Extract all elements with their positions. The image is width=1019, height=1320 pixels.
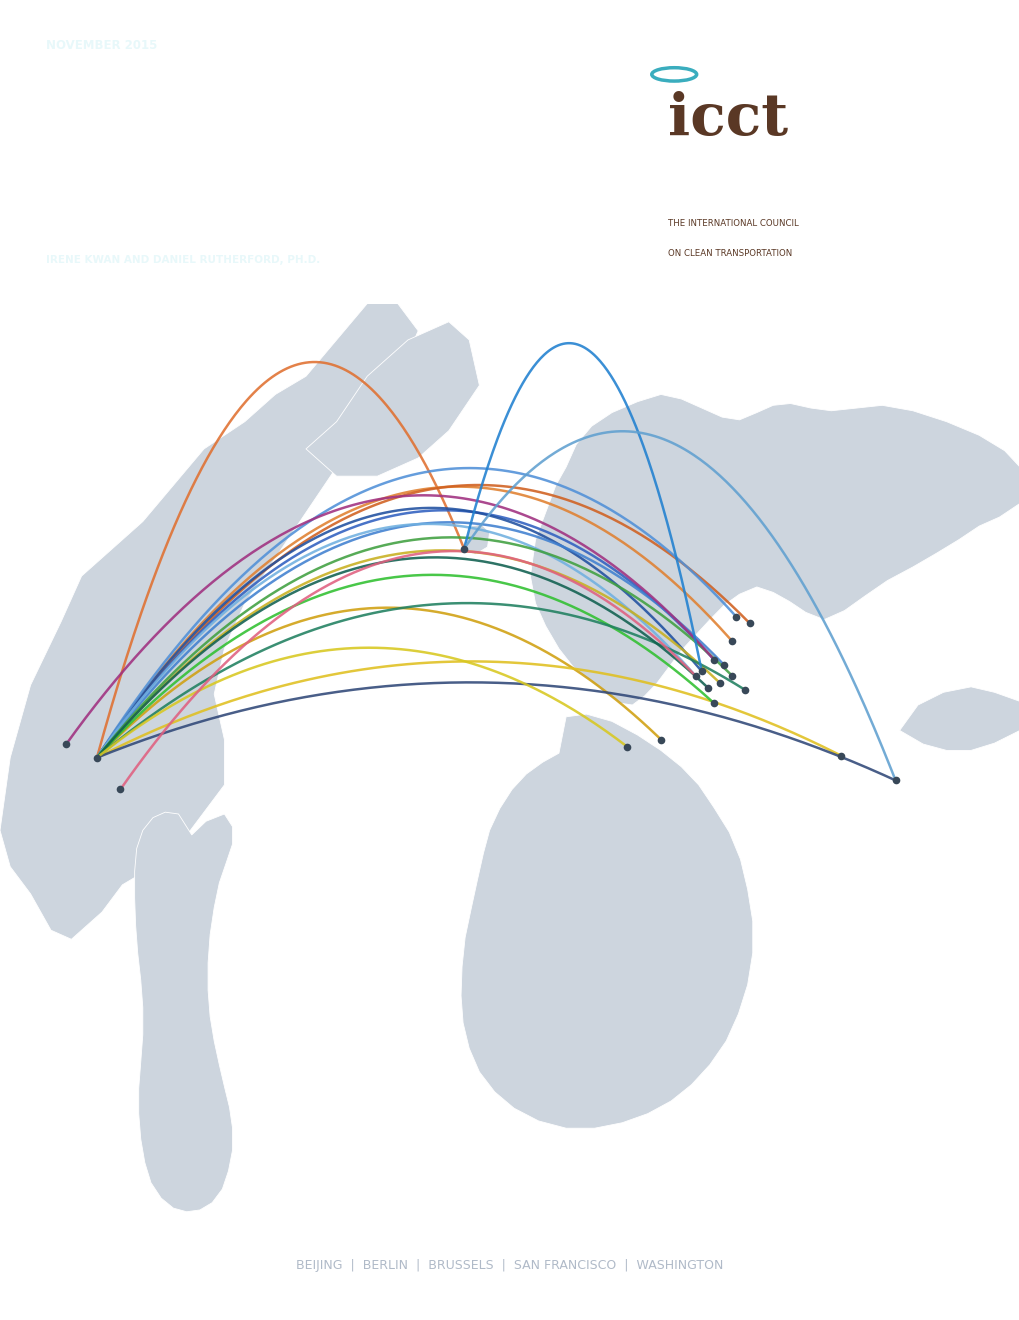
Text: BEIJING  |  BERLIN  |  BRUSSELS  |  SAN FRANCISCO  |  WASHINGTON: BEIJING | BERLIN | BRUSSELS | SAN FRANCI… — [297, 1259, 722, 1272]
Text: icct: icct — [667, 91, 788, 147]
Text: TRANSATLANTIC AIRLINE FUEL: TRANSATLANTIC AIRLINE FUEL — [46, 84, 553, 117]
Text: THE INTERNATIONAL COUNCIL: THE INTERNATIONAL COUNCIL — [667, 219, 798, 227]
Text: IRENE KWAN AND DANIEL RUTHERFORD, PH.D.: IRENE KWAN AND DANIEL RUTHERFORD, PH.D. — [46, 255, 320, 265]
Text: NOVEMBER 2015: NOVEMBER 2015 — [46, 40, 157, 53]
Text: EFFICIENCY RANKING, 2014: EFFICIENCY RANKING, 2014 — [46, 164, 506, 197]
Text: ON CLEAN TRANSPORTATION: ON CLEAN TRANSPORTATION — [667, 249, 792, 257]
